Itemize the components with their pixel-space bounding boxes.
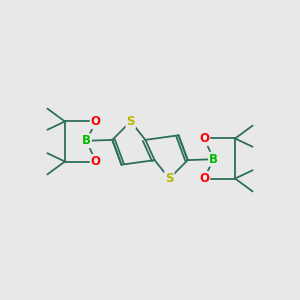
- Text: B: B: [82, 134, 91, 147]
- Text: O: O: [91, 155, 101, 168]
- Text: O: O: [199, 132, 209, 145]
- Text: O: O: [199, 172, 209, 185]
- Text: B: B: [209, 153, 218, 166]
- Text: O: O: [91, 115, 101, 128]
- Text: S: S: [126, 115, 135, 128]
- Text: S: S: [165, 172, 174, 185]
